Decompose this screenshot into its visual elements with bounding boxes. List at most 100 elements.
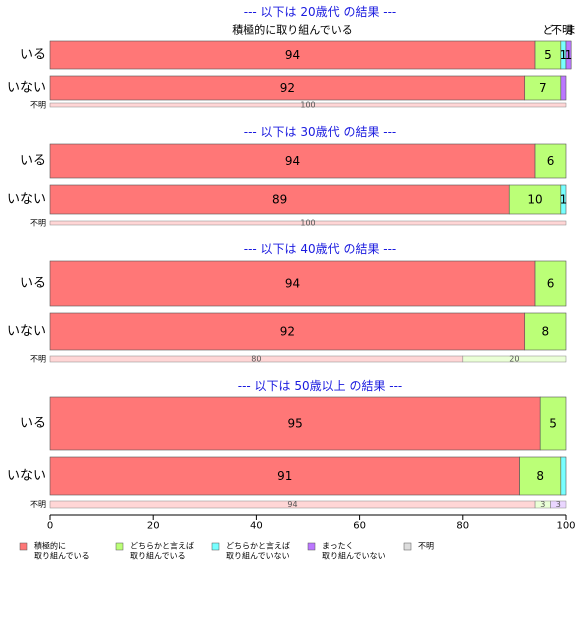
data-label: 1 (560, 193, 568, 207)
legend-swatch (403, 542, 412, 551)
row-label: いない (7, 324, 46, 339)
data-label: 94 (285, 154, 300, 168)
bar-segment (49, 143, 536, 179)
bar-row: 不明 100 (30, 219, 567, 228)
legend-label: 積極的に (34, 541, 66, 551)
row-label: いない (7, 81, 46, 96)
bar-segment (49, 184, 510, 215)
data-label: 92 (280, 325, 295, 339)
data-label: 80 (251, 355, 261, 364)
legend-label: どちらかと言えば (130, 541, 194, 551)
panel-1: --- 以下は 20歳代 の結果 --- いる 94 5 11 いない 92 7 不明 100 積極… (7, 5, 576, 110)
legend-label: どちらかと言えば (226, 541, 290, 551)
legend-swatch (307, 542, 316, 551)
data-label: 95 (287, 417, 302, 431)
data-label: 100 (300, 101, 315, 110)
data-label: 94 (285, 48, 300, 62)
bar-segment (49, 220, 567, 226)
bar-segment (49, 75, 526, 101)
panel-3: --- 以下は 40歳代 の結果 --- いる 94 6 いない 92 8 不明 80 20 (7, 242, 567, 364)
bar-segment (560, 75, 567, 101)
legend-label: 取り組んでいない (226, 551, 290, 561)
bar-row: いる 94 5 11 (20, 40, 573, 70)
data-label: 5 (549, 417, 557, 431)
data-label: 3 (556, 500, 561, 509)
bar-row: いない 89 10 1 (7, 184, 568, 215)
bar-segment (565, 40, 572, 70)
panel-2: --- 以下は 30歳代 の結果 --- いる 94 6 いない 89 10 1 不明 100 (7, 125, 567, 228)
x-tick-label: 40 (250, 521, 263, 532)
row-label: 不明 (30, 219, 46, 228)
bar-segment (49, 260, 536, 307)
segment-header-label: 不明 (551, 24, 573, 37)
row-label: いる (20, 154, 46, 169)
data-label: 1 (565, 48, 573, 62)
data-label: 20 (509, 355, 519, 364)
bar-segment (539, 396, 567, 451)
bar-segment (49, 102, 567, 108)
x-tick-label: 0 (47, 521, 53, 532)
x-axis: 0 20 40 60 80 100 (47, 514, 576, 532)
row-label: いない (7, 469, 46, 484)
bar-row: いない 92 7 (7, 75, 567, 101)
data-label: 94 (285, 277, 300, 291)
data-label: 8 (542, 325, 550, 339)
legend-label: 取り組んでいる (34, 551, 90, 561)
segment-header-label: 積極的に取り組んでいる (232, 23, 352, 37)
x-tick-label: 20 (147, 521, 160, 532)
row-label: いる (20, 416, 46, 431)
x-tick-label: 80 (456, 521, 469, 532)
bar-segment (519, 456, 562, 496)
data-label: 1 (560, 48, 568, 62)
panel-title: --- 以下は 30歳代 の結果 --- (244, 125, 397, 139)
data-label: 6 (547, 277, 555, 291)
data-label: 8 (536, 469, 544, 483)
legend-label: 取り組んでいる (130, 551, 186, 561)
bar-segment (534, 143, 567, 179)
row-label: 不明 (30, 101, 46, 110)
bar-row: 不明 94 3 3 (30, 500, 567, 509)
row-label: 不明 (30, 500, 46, 509)
bar-row: いる 94 6 (20, 143, 567, 179)
legend-label: 取り組んでいない (322, 551, 386, 561)
bar-segment (560, 456, 567, 496)
bar-row: 不明 100 (30, 101, 567, 110)
x-tick-label: 60 (353, 521, 366, 532)
bar-segment (550, 500, 567, 509)
row-label: いる (20, 276, 46, 291)
bar-segment (524, 312, 567, 351)
panel-title: --- 以下は 40歳代 の結果 --- (244, 242, 397, 256)
bar-segment (49, 40, 536, 70)
data-label: 6 (547, 154, 555, 168)
panel-4: --- 以下は 50歳以上 の結果 --- いる 95 5 いない 91 8 不明 94 3 3 (7, 379, 567, 509)
x-tick-label: 100 (556, 521, 575, 532)
legend-swatch (211, 542, 220, 551)
legend-swatch (19, 542, 28, 551)
segment-header-label: ど (542, 24, 553, 37)
data-label: 7 (539, 81, 547, 95)
row-label: いない (7, 192, 46, 207)
legend-label: 不明 (418, 542, 434, 551)
bar-row: いない 91 8 (7, 456, 567, 496)
data-label: 92 (280, 81, 295, 95)
bar-segment (560, 184, 567, 215)
data-label: 91 (277, 469, 292, 483)
panel-title: --- 以下は 50歳以上 の結果 --- (238, 379, 403, 393)
data-label: 5 (544, 48, 552, 62)
data-label: 100 (300, 219, 315, 228)
legend-swatch (115, 542, 124, 551)
bar-segment (534, 40, 562, 70)
data-label: 3 (540, 500, 545, 509)
bar-segment (462, 355, 567, 363)
panel-title: --- 以下は 20歳代 の結果 --- (244, 5, 397, 19)
bar-segment (508, 184, 562, 215)
header-labels: 積極的に取り組んでいる どま不明 (232, 23, 576, 37)
bar-segment (534, 260, 567, 307)
legend-label: まったく (322, 542, 354, 551)
legend: 積極的に取り組んでいるどちらかと言えば取り組んでいるどちらかと言えば取り組んでい… (19, 541, 434, 561)
bar-row: 不明 80 20 (30, 355, 567, 364)
data-label: 89 (272, 193, 287, 207)
bar-row: いる 95 5 (20, 396, 567, 451)
row-label: いる (20, 48, 46, 63)
